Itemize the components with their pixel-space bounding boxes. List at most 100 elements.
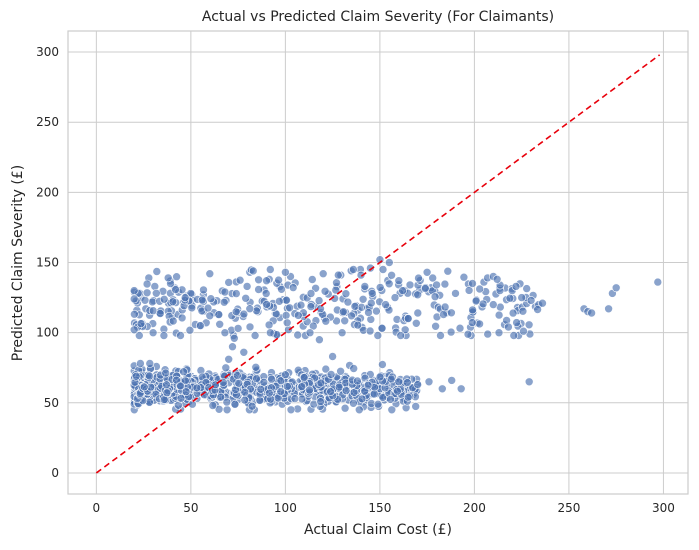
- data-point: [378, 360, 387, 369]
- data-point: [192, 383, 202, 393]
- data-point: [306, 289, 316, 298]
- data-point: [378, 265, 388, 274]
- data-point: [440, 302, 450, 312]
- data-point: [277, 284, 286, 294]
- data-point: [259, 377, 269, 387]
- data-point: [176, 331, 185, 340]
- y-tick-label: 50: [44, 396, 59, 410]
- data-point: [281, 267, 290, 277]
- data-point: [296, 300, 306, 310]
- data-point: [436, 331, 445, 340]
- data-point: [315, 335, 324, 345]
- data-point: [228, 342, 237, 352]
- data-point: [424, 377, 434, 387]
- data-point: [219, 297, 229, 307]
- data-point: [215, 319, 224, 329]
- y-tick-label: 0: [51, 466, 59, 480]
- data-point: [478, 299, 488, 309]
- data-point: [350, 302, 360, 311]
- data-point: [240, 395, 250, 405]
- data-point: [224, 278, 233, 287]
- data-point: [293, 330, 303, 340]
- data-point: [512, 318, 521, 327]
- x-axis-label: Actual Claim Cost (£): [304, 522, 452, 538]
- data-point: [339, 307, 348, 317]
- data-point: [159, 294, 169, 304]
- data-point: [216, 392, 226, 402]
- data-point: [152, 267, 162, 276]
- data-point: [492, 274, 502, 284]
- data-point: [172, 272, 181, 282]
- data-point: [367, 289, 377, 298]
- data-point: [366, 298, 376, 308]
- data-point: [328, 352, 337, 361]
- data-point: [463, 329, 473, 339]
- data-point: [508, 308, 518, 318]
- data-point: [299, 373, 309, 382]
- data-point: [505, 293, 515, 303]
- data-point: [148, 297, 157, 307]
- data-point: [242, 282, 252, 291]
- x-tick-label: 0: [93, 501, 101, 515]
- data-point: [281, 311, 291, 320]
- data-point: [398, 286, 407, 295]
- data-point: [305, 328, 315, 338]
- data-point: [413, 290, 423, 300]
- data-point: [447, 376, 457, 385]
- y-axis-label: Predicted Claim Severity (£): [10, 165, 26, 362]
- data-point: [432, 280, 441, 290]
- data-point: [475, 319, 484, 329]
- data-point: [233, 324, 243, 333]
- data-point: [431, 321, 440, 331]
- data-point: [171, 285, 180, 294]
- data-point: [390, 293, 400, 302]
- data-point: [196, 321, 205, 330]
- y-tick-label: 250: [36, 115, 59, 129]
- data-point: [306, 302, 316, 311]
- data-point: [261, 289, 271, 298]
- data-point: [276, 376, 286, 386]
- data-point: [373, 331, 383, 340]
- data-point: [341, 386, 351, 395]
- data-point: [353, 376, 362, 386]
- data-point: [131, 371, 141, 381]
- data-point: [136, 319, 146, 328]
- data-point: [267, 374, 276, 384]
- data-point: [250, 331, 260, 340]
- y-tick-labels: 0 50 100 150 200 250 300: [36, 45, 59, 480]
- data-point: [245, 304, 255, 314]
- data-point: [187, 303, 197, 313]
- data-point: [140, 295, 150, 305]
- data-point: [414, 273, 423, 283]
- data-point: [150, 282, 160, 291]
- data-point: [334, 382, 344, 392]
- chart-title: Actual vs Predicted Claim Severity (For …: [202, 9, 554, 25]
- reference-line-group: [95, 54, 661, 474]
- data-point: [468, 279, 477, 288]
- data-point: [262, 276, 271, 286]
- data-point: [494, 328, 504, 338]
- data-point: [219, 378, 228, 387]
- data-point: [142, 279, 152, 289]
- data-point: [314, 296, 324, 305]
- data-point: [245, 322, 255, 332]
- data-point: [387, 270, 396, 280]
- data-point: [420, 284, 430, 293]
- data-point: [403, 392, 413, 402]
- data-point: [239, 347, 249, 357]
- data-point: [511, 282, 521, 291]
- data-point: [254, 285, 263, 294]
- data-point: [293, 311, 303, 320]
- data-point: [456, 384, 466, 394]
- data-point: [358, 294, 368, 304]
- data-point: [220, 328, 230, 338]
- data-point: [428, 273, 438, 283]
- data-point: [220, 287, 230, 297]
- data-point: [275, 296, 284, 306]
- data-point: [375, 283, 385, 292]
- data-point: [230, 399, 240, 409]
- data-point: [264, 320, 274, 330]
- data-point: [281, 370, 290, 380]
- data-point: [247, 401, 257, 411]
